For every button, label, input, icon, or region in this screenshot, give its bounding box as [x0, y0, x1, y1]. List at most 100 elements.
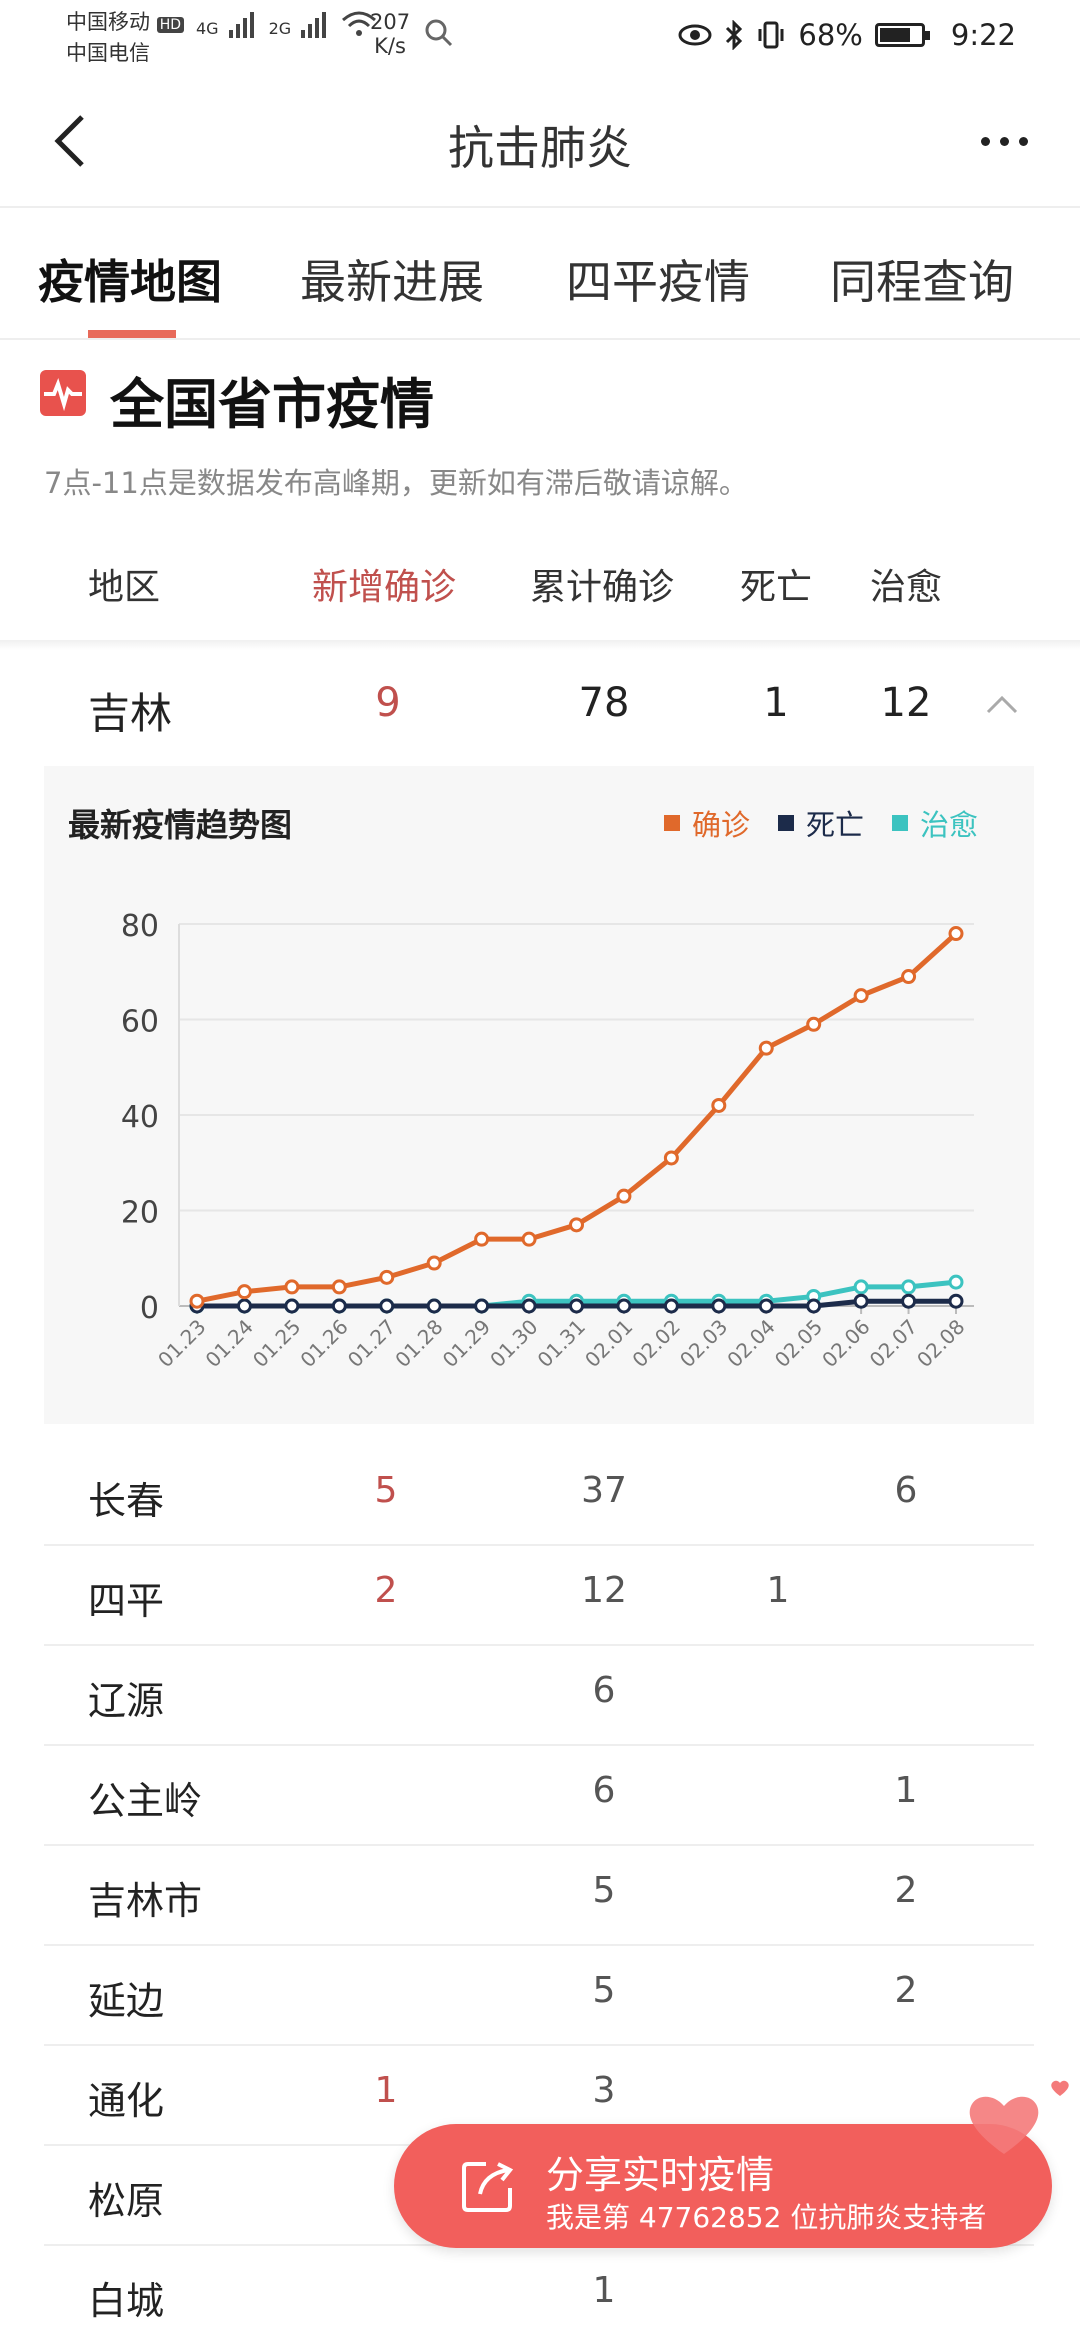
city-total: 12: [581, 1570, 627, 1611]
x-tick-label: 02.02: [627, 1315, 684, 1372]
vibrate-icon: [758, 21, 784, 49]
y-tick-label: 40: [121, 1100, 159, 1135]
city-cured: 1: [894, 1770, 918, 1811]
legend-confirmed[interactable]: 确诊: [663, 802, 750, 844]
x-tick-label: 01.24: [201, 1315, 258, 1372]
data-point: [379, 1269, 395, 1285]
province-row[interactable]: 吉林 9 78 1 12: [0, 660, 1080, 760]
series-line-0: [196, 931, 958, 1304]
legend-deaths[interactable]: 死亡: [777, 802, 864, 844]
clock: 9:22: [950, 18, 1016, 52]
tab-epidemic-map[interactable]: 疫情地图: [38, 255, 222, 309]
city-row[interactable]: 吉林市 5 2: [44, 1844, 1034, 1946]
city-cured: 6: [894, 1470, 918, 1511]
data-point: [474, 1231, 490, 1247]
city-row[interactable]: 公主岭 6 1: [44, 1744, 1034, 1846]
tab-siping-epidemic[interactable]: 四平疫情: [566, 255, 750, 309]
province-name: 吉林: [88, 689, 173, 738]
pulse-icon: [40, 370, 86, 416]
data-point: [663, 1150, 679, 1166]
city-row[interactable]: 辽源 6: [44, 1644, 1034, 1746]
data-point: [569, 1217, 584, 1233]
y-tick-label: 80: [121, 909, 159, 944]
city-name: 长春: [88, 1479, 165, 1523]
title-bar: 抗击肺炎: [0, 76, 1080, 208]
city-name: 松原: [88, 2179, 165, 2223]
data-point: [616, 1298, 632, 1314]
share-icon: [462, 2162, 514, 2212]
city-row[interactable]: 延边 5 2: [44, 1944, 1034, 2046]
data-point: [426, 1255, 442, 1271]
col-cured[interactable]: 治愈: [870, 567, 943, 608]
data-point: [616, 1188, 632, 1204]
heart-icon[interactable]: [960, 2074, 1080, 2164]
col-deaths[interactable]: 死亡: [740, 567, 813, 608]
city-new: 2: [374, 1570, 398, 1611]
city-total: 37: [581, 1470, 627, 1511]
data-point: [948, 926, 964, 942]
col-new-confirmed[interactable]: 新增确诊: [312, 567, 457, 608]
share-title: 分享实时疫情: [546, 2153, 775, 2197]
city-name: 四平: [88, 1579, 165, 1623]
chart-title: 最新疫情趋势图: [68, 806, 293, 844]
more-menu-button[interactable]: [964, 116, 1044, 166]
province-new: 9: [375, 680, 401, 726]
city-row[interactable]: 四平 2 12 1: [44, 1544, 1034, 1646]
data-point: [948, 1274, 964, 1290]
city-total: 5: [592, 1870, 616, 1911]
data-point: [948, 1293, 964, 1309]
x-tick-label: 01.28: [390, 1315, 447, 1372]
city-row[interactable]: 白城 1: [44, 2244, 1034, 2344]
net-speed: 207 K/s: [370, 10, 410, 58]
data-point: [189, 1293, 205, 1309]
data-point: [758, 1298, 774, 1314]
city-total: 1: [592, 2270, 616, 2311]
data-point: [236, 1284, 252, 1300]
battery-percent: 68%: [798, 18, 863, 52]
x-tick-label: 01.23: [153, 1315, 210, 1372]
share-button[interactable]: 分享实时疫情 我是第 47762852 位抗肺炎支持者: [394, 2124, 1052, 2248]
data-point: [663, 1298, 679, 1314]
x-tick-label: 02.03: [675, 1315, 732, 1372]
legend-swatch: [891, 815, 908, 831]
data-point: [331, 1298, 347, 1314]
legend-cured[interactable]: 治愈: [891, 802, 978, 844]
province-cured: 12: [880, 680, 932, 726]
data-point: [853, 1293, 869, 1309]
update-note: 7点-11点是数据发布高峰期，更新如有滞后敬请谅解。: [44, 466, 748, 500]
city-new: 1: [374, 2070, 398, 2111]
signal-icons: 4G 2G: [196, 10, 377, 38]
city-total: 3: [592, 2070, 616, 2111]
legend-swatch: [777, 815, 794, 831]
hd-badge: HD: [156, 17, 184, 33]
tab-bar: 疫情地图 最新进展 四平疫情 同程查询: [0, 208, 1080, 340]
back-button[interactable]: [40, 106, 100, 176]
col-region: 地区: [88, 567, 161, 608]
data-point: [853, 988, 869, 1004]
legend-swatch: [663, 815, 680, 831]
col-total-confirmed[interactable]: 累计确诊: [530, 567, 675, 608]
city-total: 6: [592, 1770, 616, 1811]
data-point: [806, 1016, 822, 1032]
x-tick-label: 01.25: [248, 1315, 305, 1372]
tab-latest-progress[interactable]: 最新进展: [300, 255, 484, 309]
net-speed-value: 207: [370, 10, 411, 34]
carrier-2: 中国电信: [66, 41, 150, 65]
divider: [0, 640, 1080, 650]
data-point: [901, 1279, 917, 1295]
data-point: [426, 1298, 442, 1314]
net-speed-unit: K/s: [374, 34, 406, 58]
legend-label: 确诊: [691, 808, 750, 842]
data-point: [521, 1231, 537, 1247]
net-type-2: 2G: [268, 19, 292, 38]
chart-legend: 确诊 死亡 治愈: [663, 802, 978, 844]
city-name: 延边: [88, 1979, 165, 2023]
x-tick-label: 01.29: [438, 1315, 495, 1372]
chevron-up-icon[interactable]: [982, 690, 1022, 720]
city-row[interactable]: 长春 5 37 6: [44, 1444, 1034, 1546]
dot-icon: [999, 136, 1009, 146]
data-point: [379, 1298, 395, 1314]
tab-trip-query[interactable]: 同程查询: [830, 255, 1014, 309]
data-point: [758, 1040, 774, 1056]
legend-label: 死亡: [805, 808, 864, 842]
